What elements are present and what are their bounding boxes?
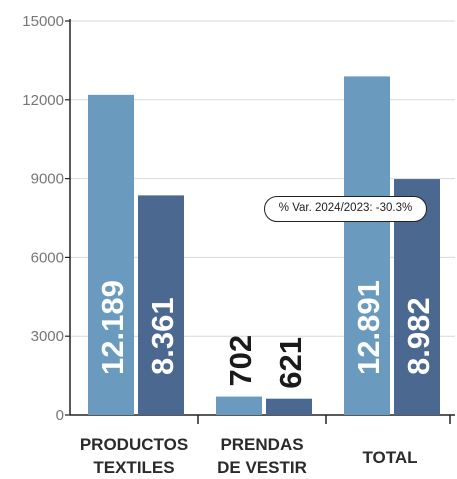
data-label-productos-textiles-2023: 12.189 [95,280,130,375]
y-tick-label: 0 [56,407,64,424]
bar-prendas-de-vestir-2023 [216,396,262,415]
bar-productos-textiles-2023 [88,94,134,415]
bar-prendas-de-vestir-2024 [266,398,312,415]
category-label-total: TOTAL [362,448,418,467]
data-label-productos-textiles-2024: 8.361 [145,297,180,375]
bar-productos-textiles-2024 [138,195,184,415]
y-tick-label: 12000 [22,92,64,109]
y-tick-label: 15000 [22,13,64,30]
data-label-prendas-de-vestir-2023: 702 [223,335,258,387]
y-tick-label: 3000 [31,328,64,345]
category-label-productos-textiles: PRODUCTOS TEXTILES [79,435,189,477]
y-tick-label: 9000 [31,171,64,188]
category-label-prendas-de-vestir: PRENDAS DE VESTIR [217,435,307,477]
bar-total-2023 [344,76,390,416]
data-label-total-2024: 8.982 [401,297,436,375]
y-tick-label: 6000 [31,249,64,266]
variation-annotation: % Var. 2024/2023: -30.3% [264,196,427,222]
data-label-prendas-de-vestir-2024: 621 [273,337,308,389]
data-label-total-2023: 12.891 [351,280,386,375]
